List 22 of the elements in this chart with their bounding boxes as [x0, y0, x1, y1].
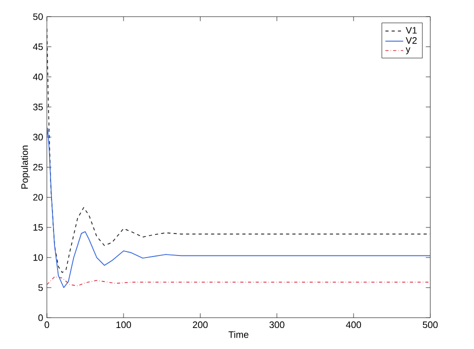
x-tick-label: 0	[44, 321, 50, 328]
x-tick-label: 200	[192, 321, 208, 328]
legend-label: V1	[406, 27, 417, 34]
legend-label: V2	[406, 37, 417, 44]
y-tick-label: 5	[38, 284, 43, 291]
x-tick-label: 400	[346, 321, 362, 328]
y-tick-label: 40	[32, 74, 43, 80]
x-tick-label: 100	[116, 321, 132, 328]
legend-label: y	[406, 47, 410, 54]
y-tick-label: 0	[38, 314, 43, 322]
y-tick-label: 10	[33, 254, 43, 261]
x-tick-label: 300	[269, 321, 284, 328]
y-tick-label: 45	[32, 44, 43, 50]
y-tick-label: 35	[33, 104, 43, 110]
y-tick-label: 30	[33, 134, 43, 140]
y-axis-title: Population	[21, 146, 30, 189]
y-tick-label: 50	[33, 13, 43, 20]
y-tick-label: 15	[33, 224, 43, 231]
x-axis-title: Time	[228, 331, 248, 338]
y-tick-label: 25	[33, 164, 43, 171]
x-tick-label: 500	[422, 321, 438, 328]
y-tick-label: 20	[33, 194, 43, 201]
